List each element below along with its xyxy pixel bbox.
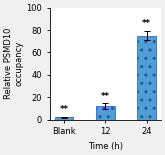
Text: **: ** [142, 19, 151, 28]
Bar [55, 117, 73, 120]
Bar [96, 106, 115, 120]
X-axis label: Time (h): Time (h) [88, 142, 123, 151]
Text: **: ** [101, 92, 110, 101]
Bar [137, 36, 156, 120]
Text: **: ** [60, 105, 69, 114]
Y-axis label: Relative PSMD10
occupancy: Relative PSMD10 occupancy [4, 28, 24, 99]
